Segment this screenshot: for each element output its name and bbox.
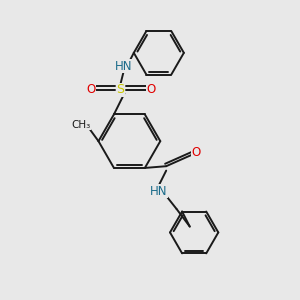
Text: S: S — [117, 83, 124, 96]
Text: O: O — [147, 83, 156, 96]
Text: HN: HN — [150, 185, 168, 198]
Text: O: O — [192, 146, 201, 159]
Text: CH₃: CH₃ — [71, 120, 90, 130]
Text: HN: HN — [115, 60, 132, 73]
Text: O: O — [86, 83, 96, 96]
